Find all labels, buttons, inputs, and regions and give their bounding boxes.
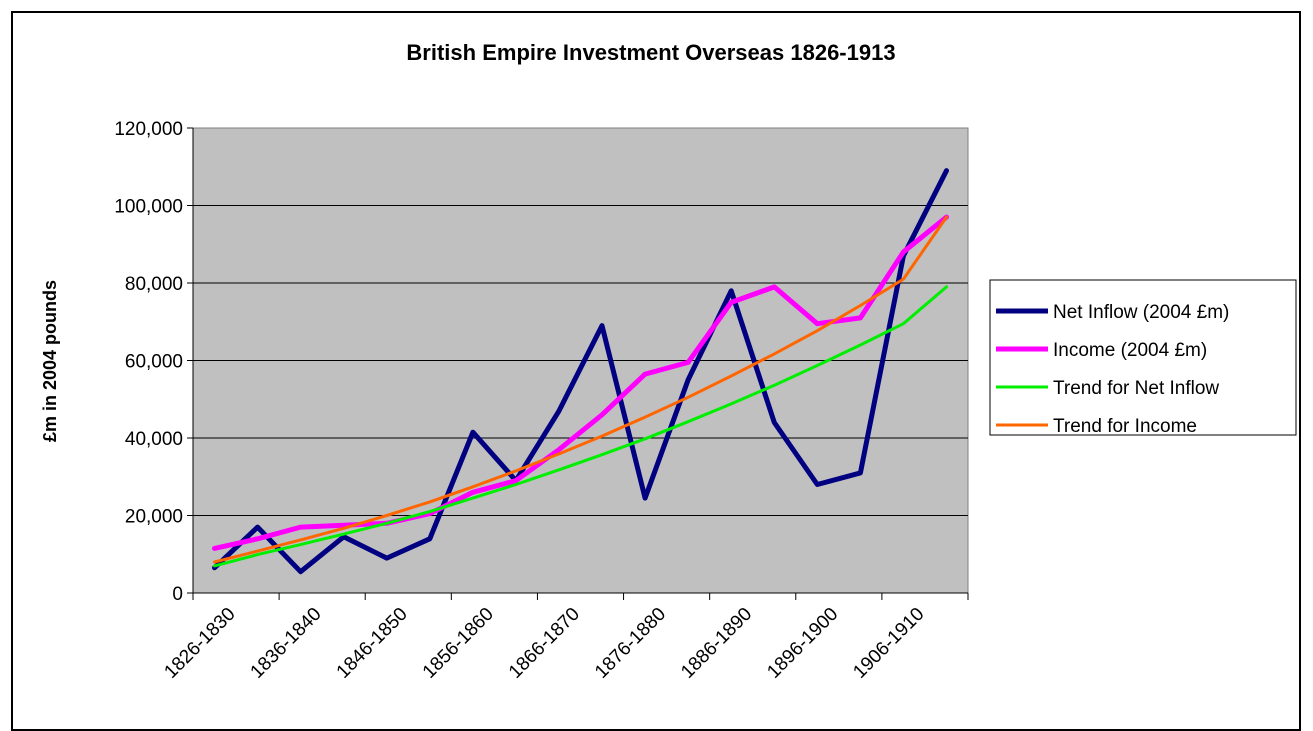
- legend-items: Net Inflow (2004 £m) Income (2004 £m) Tren…: [996, 302, 1229, 437]
- y-axis-ticks: 0 20,000 40,000 60,000 80,000 100,000 120,000: [114, 119, 193, 605]
- x-tick-label: 1826-1830: [160, 604, 239, 683]
- legend-label: Trend for Income: [1053, 416, 1197, 437]
- chart-title: British Empire Investment Overseas 1826-…: [406, 40, 895, 65]
- gridlines: [193, 205, 968, 516]
- y-tick-label: 20,000: [125, 507, 183, 528]
- x-tick-label: 1896-1900: [763, 604, 842, 683]
- x-tick-label: 1836-1840: [247, 604, 326, 683]
- series-lines: [212, 168, 949, 575]
- x-tick-label: 1856-1860: [419, 604, 498, 683]
- x-tick-label: 1906-1910: [849, 604, 928, 683]
- x-tick-label: 1846-1850: [333, 604, 412, 683]
- y-tick-label: 0: [172, 584, 183, 605]
- series-line-3: [213, 215, 948, 564]
- x-tick-label: 1866-1870: [505, 604, 584, 683]
- legend-label: Trend for Net Inflow: [1053, 378, 1219, 399]
- y-tick-label: 60,000: [125, 352, 183, 373]
- series-line-0: [212, 168, 949, 575]
- y-tick-label: 120,000: [114, 119, 183, 140]
- y-axis-title: £m in 2004 pounds: [40, 280, 60, 442]
- legend-label: Income (2004 £m): [1053, 340, 1207, 361]
- y-tick-label: 100,000: [114, 197, 183, 218]
- y-tick-label: 40,000: [125, 429, 183, 450]
- series-line-2: [213, 285, 948, 568]
- y-tick-label: 80,000: [125, 274, 183, 295]
- legend-label: Net Inflow (2004 £m): [1053, 302, 1229, 323]
- x-tick-label: 1876-1880: [591, 604, 670, 683]
- legend: Net Inflow (2004 £m) Income (2004 £m) Tren…: [989, 279, 1297, 437]
- legend-box: [989, 279, 1297, 436]
- series-line-1: [212, 214, 949, 551]
- x-axis-ticks: 1826-1830 1836-1840 1846-1850 1856-1860 1866…: [160, 593, 969, 683]
- x-tick-label: 1886-1890: [677, 604, 756, 683]
